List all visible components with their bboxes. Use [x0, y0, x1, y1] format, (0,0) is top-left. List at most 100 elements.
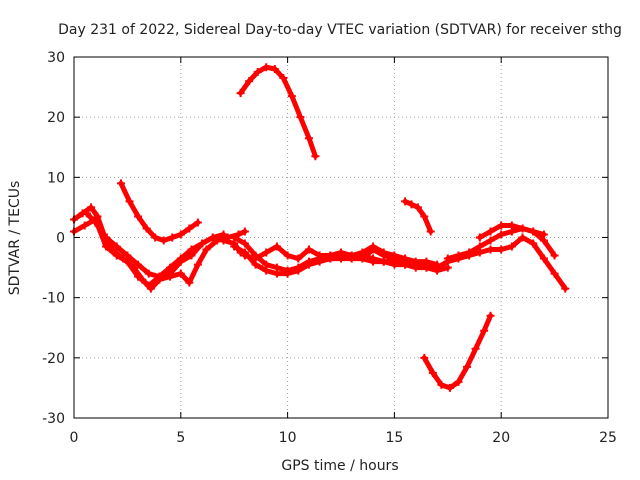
data-point — [272, 242, 281, 251]
data-point — [463, 362, 472, 371]
data-point — [230, 242, 239, 251]
data-point — [315, 251, 324, 260]
x-tick-label: 10 — [279, 430, 297, 446]
data-point — [270, 65, 279, 74]
data-point — [185, 224, 194, 233]
data-point — [420, 212, 429, 221]
data-point — [347, 254, 356, 263]
data-point — [166, 263, 175, 272]
data-point — [486, 311, 495, 320]
data-point — [486, 236, 495, 245]
data-point — [401, 257, 410, 266]
data-point — [240, 251, 249, 260]
data-point — [454, 377, 463, 386]
y-axis-label: SDTVAR / TECUs — [7, 181, 23, 296]
data-point — [304, 245, 313, 254]
data-point — [539, 254, 548, 263]
y-tick-label: 10 — [47, 170, 65, 186]
x-tick-label: 15 — [385, 430, 403, 446]
data-point — [358, 254, 367, 263]
data-point — [445, 383, 454, 392]
data-point — [176, 254, 185, 263]
x-tick-label: 0 — [70, 430, 79, 446]
data-point — [112, 242, 121, 251]
series-line — [118, 180, 201, 243]
data-point — [480, 326, 489, 335]
data-point — [198, 239, 207, 248]
data-point — [390, 254, 399, 263]
data-point — [294, 254, 303, 263]
data-point — [486, 245, 495, 254]
data-point — [518, 233, 527, 242]
data-point — [168, 233, 177, 242]
x-tick-label: 25 — [599, 430, 617, 446]
data-point — [144, 269, 153, 278]
data-point — [283, 251, 292, 260]
data-point — [507, 221, 516, 230]
data-point — [426, 227, 435, 236]
data-point — [193, 218, 202, 227]
y-tick-label: 0 — [56, 231, 65, 247]
data-point — [185, 278, 194, 287]
data-point — [413, 203, 422, 212]
series-arc-3 — [82, 209, 228, 281]
data-point — [112, 251, 121, 260]
y-tick-label: -10 — [42, 291, 65, 307]
data-point — [475, 233, 484, 242]
data-point — [465, 248, 474, 257]
chart-title: Day 231 of 2022, Sidereal Day-to-day VTE… — [58, 22, 622, 38]
data-point — [208, 233, 217, 242]
data-point — [471, 344, 480, 353]
data-point — [304, 260, 313, 269]
data-point — [202, 245, 211, 254]
y-tick-label: 20 — [47, 110, 65, 126]
data-point — [486, 227, 495, 236]
data-point — [102, 233, 111, 242]
data-point — [272, 269, 281, 278]
data-point — [134, 272, 143, 281]
data-point — [262, 248, 271, 257]
data-point — [230, 233, 239, 242]
y-tick-label: -30 — [42, 411, 65, 427]
data-point — [245, 77, 254, 86]
data-point — [443, 254, 452, 263]
data-point — [82, 209, 91, 218]
data-point — [561, 284, 570, 293]
data-point — [437, 380, 446, 389]
data-point — [422, 260, 431, 269]
data-point — [91, 218, 100, 227]
series-arc-4 — [116, 179, 202, 245]
data-point — [116, 179, 125, 188]
data-point — [287, 92, 296, 101]
data-point — [80, 221, 89, 230]
data-point — [296, 113, 305, 122]
series-arc-11 — [475, 221, 548, 242]
data-point — [251, 254, 260, 263]
data-point — [193, 260, 202, 269]
data-point — [420, 353, 429, 362]
data-point — [497, 230, 506, 239]
data-point — [123, 251, 132, 260]
data-point — [529, 239, 538, 248]
data-point — [144, 281, 153, 290]
data-point — [236, 89, 245, 98]
data-point — [369, 245, 378, 254]
data-point — [134, 260, 143, 269]
x-tick-label: 5 — [176, 430, 185, 446]
data-point — [550, 251, 559, 260]
data-point — [151, 233, 160, 242]
data-point — [187, 245, 196, 254]
data-point — [311, 152, 320, 161]
data-point — [518, 224, 527, 233]
x-tick-label: 20 — [492, 430, 510, 446]
data-point — [102, 242, 111, 251]
series-arc-13 — [420, 311, 495, 392]
data-point — [279, 74, 288, 83]
data-point — [550, 269, 559, 278]
data-point — [125, 197, 134, 206]
data-point — [539, 230, 548, 239]
series-arc-12 — [401, 197, 435, 236]
data-point — [142, 224, 151, 233]
y-tick-label: 30 — [47, 50, 65, 66]
